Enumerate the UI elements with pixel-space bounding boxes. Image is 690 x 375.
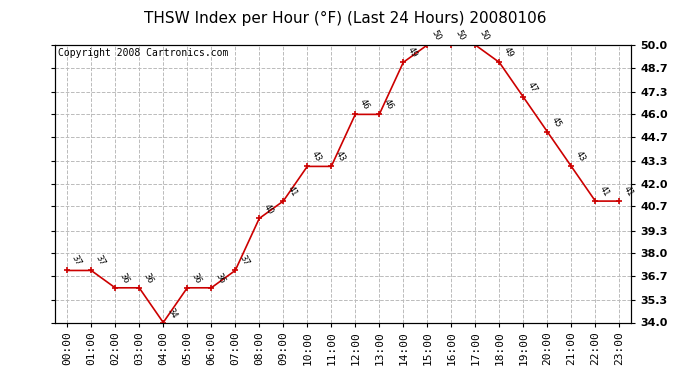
Text: Copyright 2008 Cartronics.com: Copyright 2008 Cartronics.com bbox=[58, 48, 228, 58]
Text: 46: 46 bbox=[382, 98, 395, 112]
Text: 36: 36 bbox=[214, 271, 227, 285]
Text: 40: 40 bbox=[262, 202, 275, 216]
Text: 43: 43 bbox=[310, 150, 323, 164]
Text: 37: 37 bbox=[94, 254, 107, 268]
Text: 34: 34 bbox=[166, 306, 179, 320]
Text: 41: 41 bbox=[598, 185, 611, 198]
Text: 36: 36 bbox=[118, 271, 131, 285]
Text: 45: 45 bbox=[550, 116, 563, 129]
Text: 49: 49 bbox=[406, 46, 419, 60]
Text: THSW Index per Hour (°F) (Last 24 Hours) 20080106: THSW Index per Hour (°F) (Last 24 Hours)… bbox=[144, 11, 546, 26]
Text: 41: 41 bbox=[622, 185, 635, 198]
Text: 36: 36 bbox=[142, 271, 155, 285]
Text: 47: 47 bbox=[526, 81, 539, 94]
Text: 37: 37 bbox=[70, 254, 83, 268]
Text: 43: 43 bbox=[574, 150, 587, 164]
Text: 50: 50 bbox=[478, 28, 491, 42]
Text: 50: 50 bbox=[430, 28, 443, 42]
Text: 50: 50 bbox=[454, 28, 467, 42]
Text: 46: 46 bbox=[358, 98, 371, 112]
Text: 41: 41 bbox=[286, 185, 299, 198]
Text: 43: 43 bbox=[334, 150, 347, 164]
Text: 49: 49 bbox=[502, 46, 515, 60]
Text: 36: 36 bbox=[190, 271, 203, 285]
Text: 37: 37 bbox=[238, 254, 251, 268]
